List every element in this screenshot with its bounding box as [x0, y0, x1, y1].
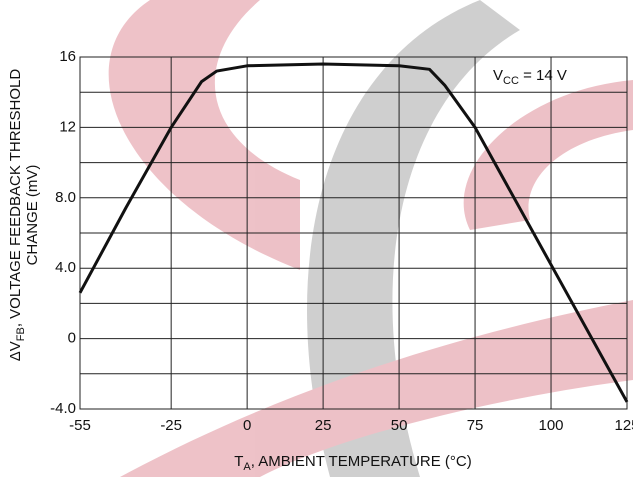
line: [78, 62, 629, 403]
annotation-text: = 14 V: [519, 67, 567, 84]
y-tick-label: 12: [59, 118, 76, 135]
y-tick-label: 8.0: [55, 189, 76, 206]
x-label-sub: A: [243, 461, 251, 473]
y-tick-label: 0: [68, 330, 76, 347]
annotation-sub: CC: [503, 75, 519, 87]
y-label-line1: ΔVFB, VOLTAGE FEEDBACK THRESHOLD: [7, 69, 27, 362]
watermark-shape: [120, 300, 633, 477]
watermark-shape: [108, 0, 300, 270]
x-tick-label: 75: [467, 417, 484, 434]
x-tick-label: 125: [614, 417, 633, 434]
x-label-text: , AMBIENT TEMPERATURE (°C): [251, 453, 472, 470]
x-tick-label: 100: [539, 417, 564, 434]
y-tick-label: -4.0: [50, 400, 76, 417]
grid: [79, 56, 628, 410]
x-tick-label: -25: [160, 417, 182, 434]
y-label-sub: FB: [15, 327, 27, 341]
ticks: -4.0 0 4.0 8.0 12 16 -55 -25 0 25 50 75 100 125: [50, 48, 633, 434]
y-axis-label: ΔVFB, VOLTAGE FEEDBACK THRESHOLD CHANGE …: [7, 69, 41, 362]
y-label-text: , VOLTAGE FEEDBACK THRESHOLD: [7, 69, 24, 328]
x-tick-label: 0: [243, 417, 251, 434]
y-tick-label: 4.0: [55, 259, 76, 276]
y-tick-label: 16: [59, 48, 76, 65]
x-label-text: T: [234, 453, 243, 470]
x-tick-label: 25: [315, 417, 332, 434]
watermark-shape: [307, 0, 520, 477]
annotation-text: V: [493, 67, 503, 84]
annotation: VCC = 14 V: [493, 67, 567, 87]
watermark: [108, 0, 633, 477]
x-axis-label: TA, AMBIENT TEMPERATURE (°C): [234, 453, 472, 473]
y-label-text: ΔV: [7, 341, 24, 361]
watermark-shape: [463, 80, 633, 230]
y-label-line2: CHANGE (mV): [24, 165, 41, 266]
x-tick-label: -55: [69, 417, 91, 434]
x-tick-label: 50: [391, 417, 408, 434]
